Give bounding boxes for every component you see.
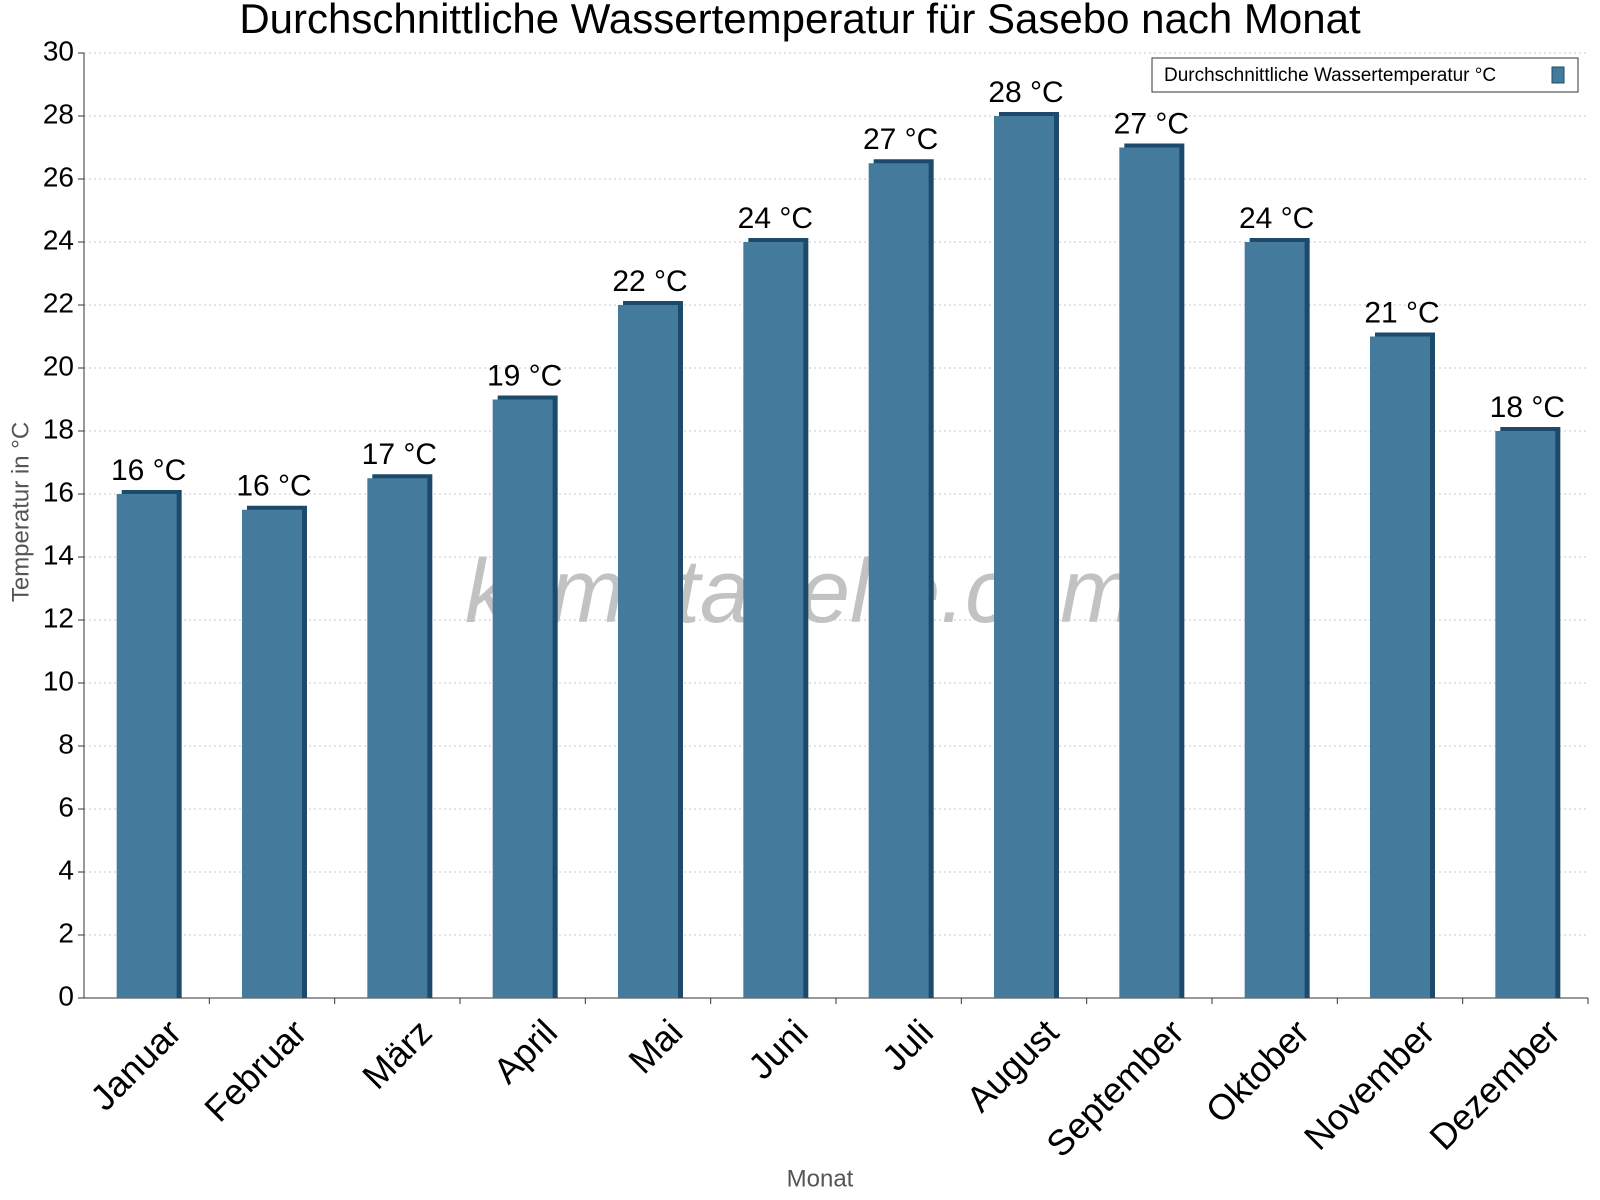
x-axis-label: Monat (787, 1165, 854, 1192)
x-tick-label: Oktober (1198, 1011, 1318, 1131)
y-tick-label: 12 (43, 602, 74, 633)
bar (1495, 431, 1556, 998)
y-tick-label: 0 (58, 980, 74, 1011)
data-label: 21 °C (1364, 296, 1439, 329)
bar (242, 509, 302, 998)
x-tick-label: November (1296, 1011, 1442, 1157)
y-tick-label: 2 (58, 917, 74, 948)
chart-title: Durchschnittliche Wassertemperatur für S… (239, 0, 1361, 42)
data-label: 18 °C (1490, 391, 1565, 424)
y-tick-label: 10 (43, 665, 74, 696)
x-tick-label: Dezember (1421, 1011, 1567, 1157)
bar (1370, 336, 1430, 998)
y-tick-label: 18 (43, 413, 74, 444)
bar (367, 478, 428, 998)
data-label: 17 °C (362, 438, 437, 471)
y-tick-label: 22 (43, 287, 74, 318)
y-tick-label: 26 (43, 161, 74, 192)
y-tick-label: 28 (43, 98, 74, 129)
x-tick-label: April (485, 1011, 565, 1091)
data-label: 28 °C (988, 76, 1063, 109)
x-tick-label: Februar (196, 1011, 314, 1129)
y-tick-label: 16 (43, 476, 74, 507)
data-label: 24 °C (1239, 202, 1314, 235)
y-tick-label: 30 (43, 35, 74, 66)
x-tick-label: Mai (620, 1011, 690, 1081)
data-label: 27 °C (863, 123, 938, 156)
x-tick-label: September (1038, 1011, 1192, 1165)
legend: Durchschnittliche Wassertemperatur °C (1151, 57, 1579, 93)
bar (994, 116, 1054, 998)
legend-box (1151, 57, 1579, 93)
y-tick-label: 14 (43, 539, 74, 570)
data-label: 22 °C (612, 265, 687, 298)
bar (1119, 147, 1180, 998)
legend-label: Durchschnittliche Wassertemperatur °C (1164, 65, 1496, 86)
bar (743, 242, 804, 998)
data-label: 16 °C (111, 454, 186, 487)
bar (116, 494, 177, 998)
x-tick-label: Juli (874, 1011, 941, 1078)
bar (868, 163, 929, 998)
y-tick-label: 20 (43, 350, 74, 381)
bar (1244, 242, 1305, 998)
data-label: 24 °C (738, 202, 813, 235)
x-tick-label: März (354, 1011, 440, 1097)
x-tick-label: August (958, 1011, 1066, 1119)
x-tick-label: Juni (740, 1011, 816, 1087)
y-tick-label: 6 (58, 791, 74, 822)
y-tick-label: 8 (58, 728, 74, 759)
bar (492, 399, 553, 998)
legend-swatch (1551, 66, 1565, 84)
data-label: 27 °C (1114, 107, 1189, 140)
y-axis-label: Temperatur in °C (7, 422, 34, 602)
data-label: 16 °C (236, 470, 311, 503)
x-tick-label: Januar (82, 1011, 189, 1118)
bar (618, 305, 678, 998)
y-tick-label: 4 (58, 854, 74, 885)
data-label: 19 °C (487, 359, 562, 392)
y-tick-label: 24 (43, 224, 74, 255)
